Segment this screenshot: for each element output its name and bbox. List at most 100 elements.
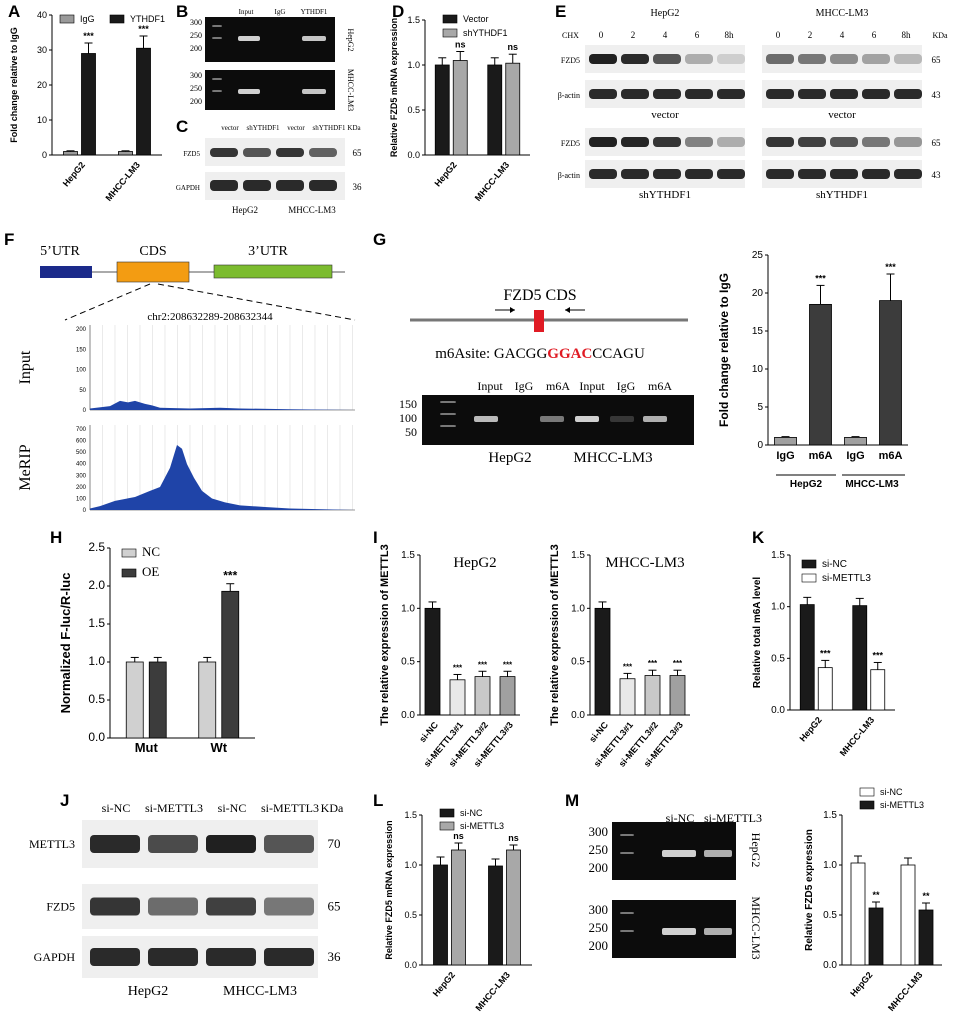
- L-legend-swatch: [439, 821, 455, 831]
- J-row-label: FZD5: [46, 900, 75, 914]
- I1-annotation: ***: [503, 660, 513, 669]
- E-band: [766, 54, 794, 64]
- I2-ytick-label: 1.0: [571, 603, 585, 614]
- D-annotation: ns: [507, 42, 518, 52]
- I1-bar: [499, 676, 516, 716]
- L-bar: [488, 865, 503, 966]
- H-legend-swatch: [121, 548, 137, 558]
- H-ytick-label: 2.5: [88, 540, 105, 554]
- H-bar: [198, 661, 217, 739]
- A-bar: [81, 53, 96, 156]
- C-band-fzd5: [309, 148, 337, 157]
- A-xtick-label: HepG2: [61, 160, 87, 189]
- K-bar: [870, 669, 886, 711]
- E-kda: 65: [932, 55, 942, 65]
- I2-annotation: ***: [648, 659, 658, 668]
- F-3utr-box: [213, 264, 333, 279]
- E-kda: 43: [932, 90, 942, 100]
- E-band: [862, 54, 890, 64]
- E-band: [862, 89, 890, 99]
- L-annotation: ns: [453, 831, 464, 841]
- E-kda: 43: [932, 170, 942, 180]
- panel-label-A: A: [8, 2, 20, 21]
- B-col-label: Input: [239, 8, 254, 16]
- F-5utr-box: [40, 266, 92, 278]
- C-band-gapdh: [210, 180, 238, 191]
- M-band-sinc: [662, 928, 696, 935]
- D-bar: [452, 60, 468, 156]
- M-bar: [900, 864, 916, 966]
- C-col-label: vector: [221, 124, 239, 132]
- D-bar: [505, 62, 521, 156]
- M-annotation: **: [872, 890, 880, 900]
- C-unit: KDa: [347, 124, 361, 132]
- H-xtick-label: Wt: [210, 740, 227, 755]
- J-band: [90, 948, 140, 966]
- E-time-label: 8h: [902, 30, 912, 40]
- M-band-simettl3: [704, 850, 732, 857]
- A-legend-swatch: [109, 14, 125, 24]
- A-legend-label: IgG: [80, 14, 95, 24]
- E-cond-label: shYTHDF1: [816, 189, 868, 201]
- H-legend-label: NC: [142, 544, 160, 559]
- C-group-label: HepG2: [232, 205, 258, 215]
- B-band-input: [238, 36, 260, 41]
- M-ladder-band: [620, 930, 634, 932]
- I1-ytick-label: 1.5: [401, 550, 415, 561]
- E-band: [830, 54, 858, 64]
- H-bar: [148, 661, 167, 739]
- E-time-label: 2: [808, 30, 813, 40]
- F-3utr-label: 3’UTR: [248, 244, 288, 259]
- G-ladder-band: [440, 413, 456, 415]
- G-xtick-label: m6A: [879, 450, 903, 462]
- J-band: [148, 835, 198, 853]
- G-gel-group: HepG2: [488, 450, 531, 466]
- F-track-tick: 500: [76, 450, 87, 456]
- F-track-label: Input: [17, 350, 34, 384]
- I2-annotation: ***: [623, 662, 633, 671]
- M-bar: [868, 907, 884, 966]
- G-ladder-label: 100: [399, 411, 417, 425]
- F-5utr-label: 5’UTR: [40, 244, 80, 259]
- H-ytick-label: 2.0: [88, 578, 105, 592]
- B-ladder-label: 200: [190, 44, 202, 53]
- I2-bar: [594, 607, 611, 716]
- L-ytick-label: 0.5: [404, 910, 417, 920]
- G-band: [540, 416, 564, 422]
- B-ladder-label: 300: [190, 18, 202, 27]
- E-time-label: 6: [695, 30, 700, 40]
- C-group-label: MHCC-LM3: [288, 205, 336, 215]
- G-gel-col-label: Input: [477, 379, 503, 393]
- F-coords: chr2:208632289-208632344: [147, 311, 273, 323]
- G-bar: [809, 303, 832, 446]
- E-band: [862, 137, 890, 147]
- L-legend-label: si-NC: [460, 808, 483, 818]
- G-site-sequence: m6Asite: GACGGGGACCCAGU: [435, 346, 645, 362]
- E-band: [830, 169, 858, 179]
- A-annotation: ***: [83, 31, 94, 41]
- M-annotation: **: [922, 891, 930, 901]
- G-annotation: ***: [815, 273, 826, 283]
- E-band: [717, 169, 745, 179]
- G-ladder-label: 50: [405, 425, 417, 439]
- E-time-label: 4: [663, 30, 668, 40]
- C-band-gapdh: [276, 180, 304, 191]
- H-legend-label: OE: [142, 564, 159, 579]
- J-group-label: HepG2: [128, 984, 168, 999]
- D-bar: [434, 64, 450, 156]
- B-ladder-band: [212, 25, 222, 27]
- E-band: [589, 137, 617, 147]
- E-band: [830, 89, 858, 99]
- G-primer-fwd-arrow: [510, 307, 515, 313]
- E-time-label: 4: [840, 30, 845, 40]
- G-ytick-label: 15: [752, 326, 764, 337]
- panel-label-C: C: [176, 117, 188, 136]
- I-chart-title: HepG2: [453, 555, 496, 571]
- K-annotation: ***: [872, 650, 883, 660]
- J-band: [148, 897, 198, 916]
- G-ytick-label: 25: [752, 250, 764, 261]
- panel-label-L: L: [373, 791, 383, 810]
- M-legend-swatch: [859, 800, 875, 810]
- G-gel-col-label: IgG: [515, 379, 534, 393]
- E-chx: CHX: [562, 31, 579, 40]
